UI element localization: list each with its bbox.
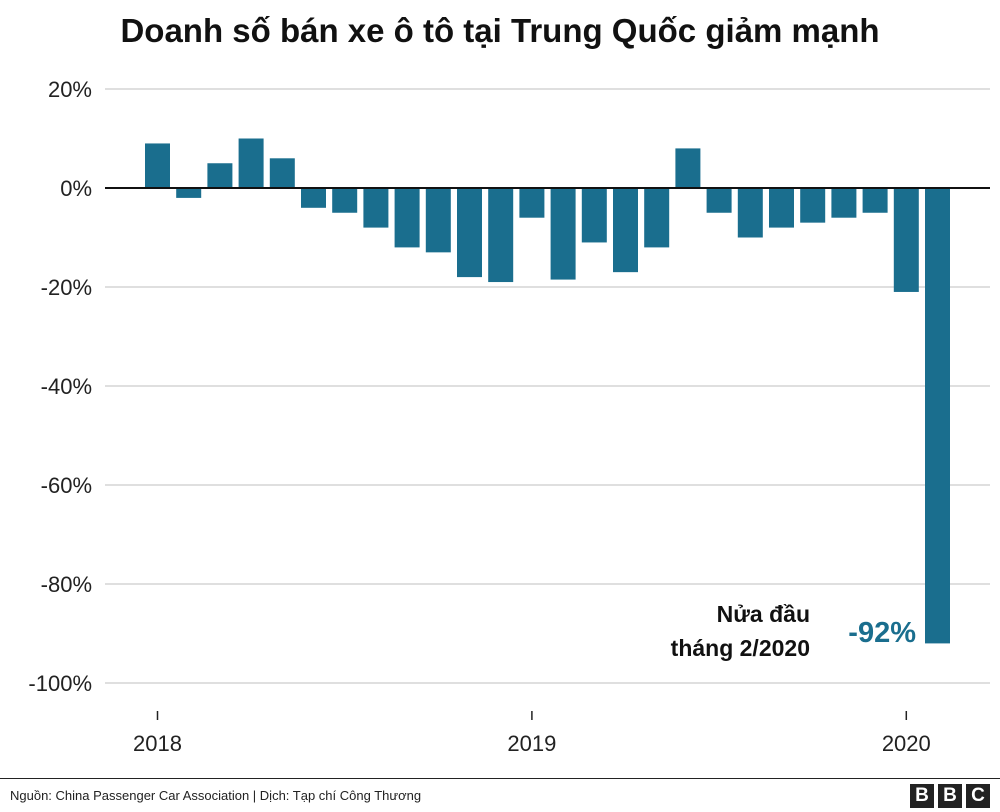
bar <box>176 188 202 198</box>
y-axis-ticks: 20% 0% -20% -40% -60% -80% -100% <box>28 77 92 696</box>
bar <box>145 143 170 188</box>
bar <box>925 188 950 644</box>
x-tick-label: 2019 <box>507 731 556 756</box>
bar <box>644 188 670 248</box>
y-tick-label: -60% <box>41 473 92 498</box>
bar <box>831 188 857 218</box>
y-tick-label: 20% <box>48 77 92 102</box>
bar <box>581 188 607 243</box>
logo-letter: B <box>938 784 962 808</box>
bar <box>519 188 545 218</box>
bar <box>893 188 919 292</box>
bar <box>737 188 763 238</box>
annotation-line1: Nửa đầu <box>717 601 810 627</box>
bar <box>332 188 358 213</box>
bar <box>238 138 264 188</box>
bar <box>394 188 420 248</box>
bar <box>363 188 389 228</box>
y-tick-label: 0% <box>60 176 92 201</box>
x-axis-ticks: 2018 2019 2020 <box>133 711 931 756</box>
bar <box>613 188 638 273</box>
bar <box>425 188 451 253</box>
y-tick-label: -80% <box>41 572 92 597</box>
bar <box>207 163 233 188</box>
x-tick-label: 2018 <box>133 731 182 756</box>
bar <box>706 188 732 213</box>
bar <box>769 188 794 228</box>
y-tick-label: -100% <box>28 671 92 696</box>
footer-divider <box>0 778 1000 779</box>
source-note: Nguồn: China Passenger Car Association |… <box>10 788 422 803</box>
gridlines <box>105 88 990 684</box>
annotation-value: -92% <box>848 617 916 649</box>
bars <box>105 138 990 644</box>
chart-title: Doanh số bán xe ô tô tại Trung Quốc giảm… <box>120 12 880 49</box>
logo-letter: B <box>910 784 934 808</box>
y-tick-label: -40% <box>41 374 92 399</box>
x-tick-label: 2020 <box>882 731 931 756</box>
logo-letter: C <box>966 784 990 808</box>
bbc-logo: B B C <box>910 784 990 808</box>
bar <box>301 188 326 208</box>
bar <box>550 188 576 280</box>
bar <box>862 188 888 213</box>
bar <box>800 188 826 223</box>
annotation-line2: tháng 2/2020 <box>671 635 810 661</box>
y-tick-label: -20% <box>41 275 92 300</box>
bar <box>675 148 701 188</box>
annotation: Nửa đầu tháng 2/2020 -92% <box>671 601 917 661</box>
bar <box>269 158 295 188</box>
bar <box>488 188 514 283</box>
bar <box>457 188 482 278</box>
